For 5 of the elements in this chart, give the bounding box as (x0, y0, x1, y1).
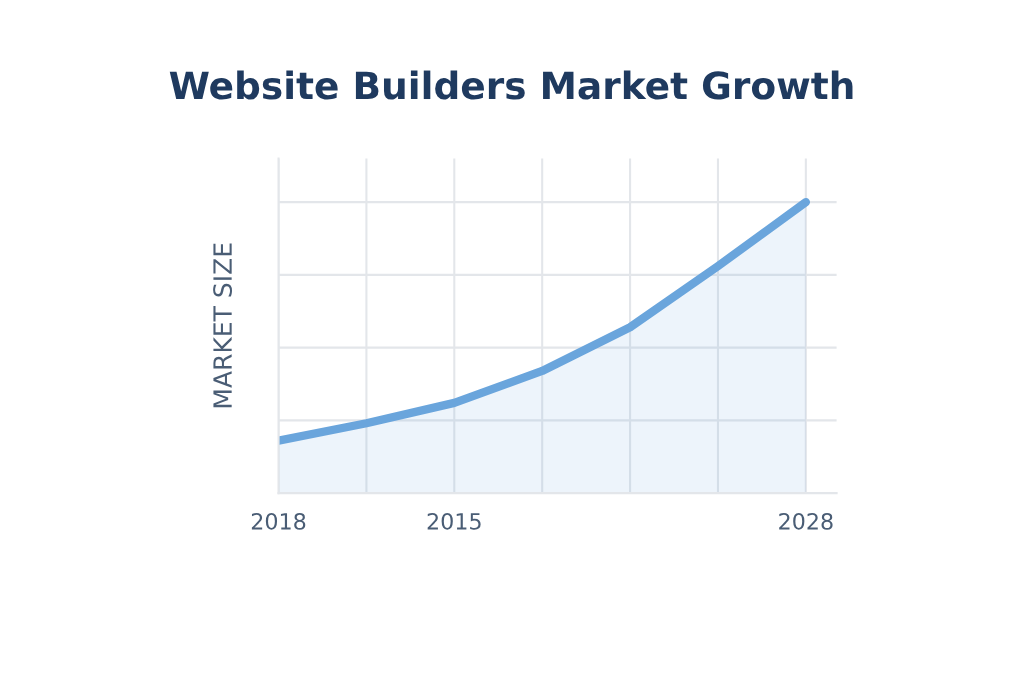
x-tick-label: 2028 (779, 512, 833, 530)
y-axis-title: MARKET SIZE (213, 243, 233, 408)
chart-title: Website Builders Market Growth (169, 70, 853, 100)
x-tick-label: 2018 (251, 512, 306, 530)
x-tick-label: 2015 (427, 512, 481, 530)
